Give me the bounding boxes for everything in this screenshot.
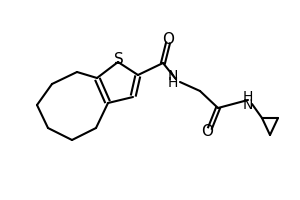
Text: O: O <box>201 123 213 138</box>
Text: S: S <box>114 51 124 66</box>
Text: N: N <box>168 69 178 83</box>
Text: H: H <box>168 76 178 90</box>
Text: H: H <box>243 90 253 104</box>
Text: O: O <box>162 32 174 47</box>
Text: N: N <box>243 98 253 112</box>
